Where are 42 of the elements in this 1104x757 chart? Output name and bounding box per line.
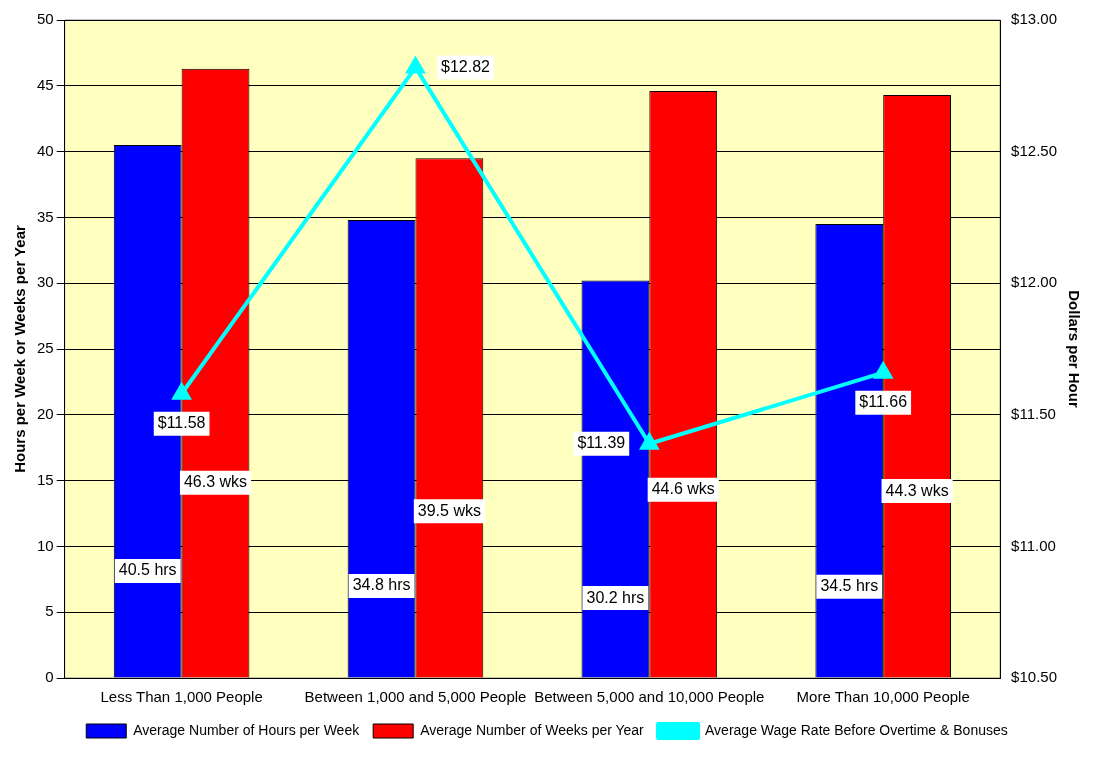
legend-label: Average Number of Hours per Week <box>133 721 361 738</box>
y2-tick-label: $12.50 <box>1011 141 1058 159</box>
legend-label: Average Wage Rate Before Overtime & Bonuses <box>705 721 1008 738</box>
y-tick-label: 20 <box>37 404 54 422</box>
point <box>873 360 894 379</box>
y2-tick-label: $11.00 <box>1011 536 1056 554</box>
point <box>406 57 425 74</box>
y-tick-label: 5 <box>45 602 54 620</box>
data-label: 40.5 hrs <box>118 561 177 579</box>
x-tick-label: Between 5,000 and 10,000 People <box>534 688 765 706</box>
data-label: 34.8 hrs <box>352 576 411 594</box>
y-tick-label: 40 <box>37 141 54 159</box>
data-label: 46.3 wks <box>183 473 248 491</box>
data-label: $12.82 <box>441 57 491 75</box>
x-tick-label: Less Than 1,000 People <box>100 688 263 706</box>
data-label: 34.5 hrs <box>820 577 879 595</box>
data-label: 44.3 wks <box>885 481 949 499</box>
y-tick-label: 45 <box>37 75 54 93</box>
y-tick-label: 35 <box>37 207 54 225</box>
data-label: 39.5 wks <box>417 501 481 519</box>
y2-axis-title: Dollars per Hour <box>1065 290 1083 408</box>
legend-label: Average Number of Weeks per Year <box>420 721 645 738</box>
point <box>640 433 659 450</box>
x-tick-label: Between 1,000 and 5,000 People <box>304 688 527 706</box>
y-tick-label: 10 <box>37 536 54 554</box>
y-tick-label: 0 <box>45 668 54 686</box>
data-label: 44.6 wks <box>651 480 715 498</box>
data-label: 30.2 hrs <box>586 588 645 606</box>
data-label: $11.39 <box>577 434 626 452</box>
point <box>172 383 191 400</box>
y2-tick-label: $13.00 <box>1011 10 1058 28</box>
x-tick-label: More Than 10,000 People <box>796 688 970 706</box>
data-label: $11.58 <box>157 414 206 432</box>
y2-tick-label: $11.50 <box>1011 404 1056 422</box>
y2-tick-label: $12.00 <box>1011 273 1058 291</box>
y-tick-label: 50 <box>37 10 54 28</box>
y-tick-label: 25 <box>37 339 54 357</box>
y2-tick-label: $10.50 <box>1011 668 1058 686</box>
y-axis-title: Hours per Week or Weeks per Year <box>11 225 29 473</box>
data-label: $11.66 <box>859 393 908 411</box>
y-tick-label: 30 <box>37 273 54 291</box>
y-tick-label: 15 <box>37 470 54 488</box>
